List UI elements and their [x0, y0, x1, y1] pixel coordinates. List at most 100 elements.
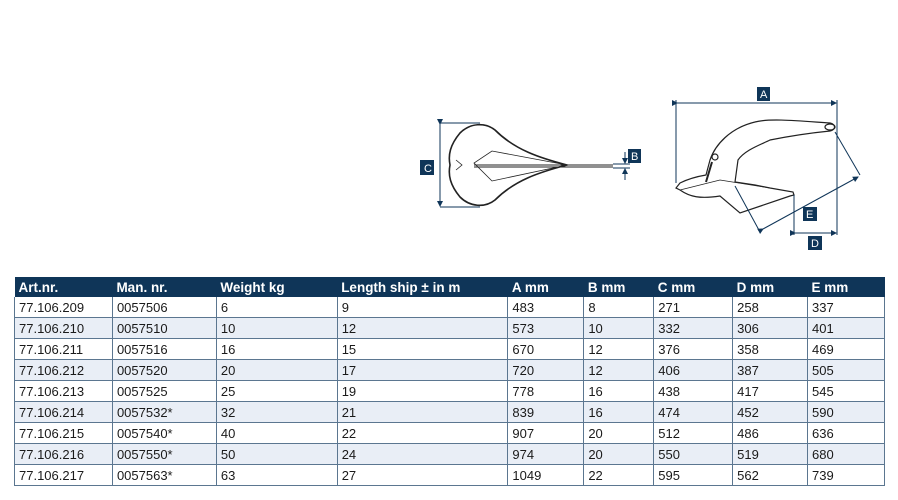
table-cell: 20	[583, 443, 655, 465]
table-cell: 778	[507, 380, 585, 402]
table-cell: 519	[732, 443, 809, 465]
table-cell: 0057563*	[111, 464, 217, 486]
table-cell: 22	[583, 464, 655, 486]
table-cell: 10	[215, 317, 338, 339]
label-c: C	[424, 163, 432, 175]
column-header: C mm	[653, 277, 733, 297]
table-row: 77.106.214 0057532* 32 21 839 16 474 452 590	[14, 401, 885, 423]
table-cell: 739	[807, 464, 885, 486]
table-cell: 271	[653, 297, 734, 318]
table-cell: 0057520	[111, 359, 217, 381]
table-cell: 401	[807, 317, 885, 339]
table-cell: 17	[336, 359, 509, 381]
table-cell: 550	[653, 443, 734, 465]
table-row: 77.106.216 0057550* 50 24 974 20 550 519 680	[14, 443, 885, 465]
table-cell: 19	[336, 380, 509, 402]
anchor-side-view	[675, 119, 836, 214]
table-cell: 595	[653, 464, 734, 486]
table-cell: 20	[215, 359, 338, 381]
column-header: B mm	[583, 277, 654, 297]
table-row: 77.106.209 0057506 6 9 483 8 271 258 337	[14, 297, 885, 318]
table-cell: 6	[215, 297, 338, 318]
table-cell: 0057532*	[111, 401, 217, 423]
table-cell: 974	[507, 443, 585, 465]
table-cell: 16	[215, 338, 338, 360]
label-e: E	[806, 209, 813, 221]
table-cell: 12	[583, 359, 655, 381]
column-header: E mm	[807, 277, 885, 297]
column-header: Weight kg	[216, 277, 338, 297]
table-cell: 474	[653, 401, 734, 423]
table-cell: 562	[732, 464, 809, 486]
table-cell: 27	[336, 464, 509, 486]
table-cell: 77.106.213	[14, 380, 113, 402]
table-cell: 21	[336, 401, 509, 423]
table-cell: 417	[732, 380, 809, 402]
table-cell: 40	[215, 422, 338, 444]
table-cell: 438	[653, 380, 734, 402]
table-cell: 10	[583, 317, 655, 339]
table-cell: 907	[507, 422, 585, 444]
table-header: Art.nr. Man. nr. Weight kg Length ship ± in…	[14, 277, 885, 297]
table-row: 77.106.217 0057563* 63 27 1049 22 595 562 739	[14, 464, 885, 486]
label-d: D	[811, 238, 819, 250]
dimension-e	[734, 131, 861, 235]
table-cell: 15	[336, 338, 509, 360]
table-cell: 670	[507, 338, 585, 360]
table-cell: 332	[653, 317, 734, 339]
anchor-spec-table: Art.nr. Man. nr. Weight kg Length ship ± in…	[14, 277, 885, 486]
dimension-b	[613, 152, 630, 180]
table-cell: 512	[653, 422, 734, 444]
table-cell: 505	[807, 359, 885, 381]
anchor-top-view	[448, 123, 613, 207]
anchor-dimension-drawings: C B A E D	[420, 87, 861, 250]
table-cell: 16	[583, 401, 655, 423]
table-row: 77.106.213 0057525 25 19 778 16 438 417 545	[14, 380, 885, 402]
column-header: A mm	[507, 277, 584, 297]
table-cell: 0057540*	[111, 422, 217, 444]
table-cell: 486	[732, 422, 809, 444]
table-cell: 9	[336, 297, 509, 318]
table-row: 77.106.212 0057520 20 17 720 12 406 387 505	[14, 359, 885, 381]
column-header: Man. nr.	[112, 277, 217, 297]
table-cell: 50	[215, 443, 338, 465]
table-cell: 452	[732, 401, 809, 423]
table-cell: 406	[653, 359, 734, 381]
table-cell: 0057506	[111, 297, 217, 318]
table-cell: 0057516	[111, 338, 217, 360]
table-cell: 25	[215, 380, 338, 402]
table-cell: 469	[807, 338, 885, 360]
table-cell: 720	[507, 359, 585, 381]
dimension-c	[437, 119, 480, 208]
table-cell: 77.106.211	[14, 338, 113, 360]
table-cell: 387	[732, 359, 809, 381]
table-cell: 20	[583, 422, 655, 444]
table-cell: 636	[807, 422, 885, 444]
table-row: 77.106.210 0057510 10 12 573 10 332 306 401	[14, 317, 885, 339]
table-cell: 22	[336, 422, 509, 444]
table-cell: 358	[732, 338, 809, 360]
table-cell: 77.106.217	[14, 464, 113, 486]
table-cell: 77.106.209	[14, 297, 113, 318]
table-cell: 0057510	[111, 317, 217, 339]
table-cell: 306	[732, 317, 809, 339]
table-row: 77.106.211 0057516 16 15 670 12 376 358 469	[14, 338, 885, 360]
table-cell: 77.106.215	[14, 422, 113, 444]
table-cell: 8	[583, 297, 655, 318]
table-cell: 32	[215, 401, 338, 423]
table-row: 77.106.215 0057540* 40 22 907 20 512 486 636	[14, 422, 885, 444]
table-cell: 77.106.214	[14, 401, 113, 423]
table-cell: 258	[732, 297, 809, 318]
column-header: D mm	[732, 277, 808, 297]
dimension-d	[790, 195, 837, 236]
table-cell: 1049	[507, 464, 585, 486]
table-cell: 0057550*	[111, 443, 217, 465]
table-cell: 376	[653, 338, 734, 360]
table-cell: 77.106.210	[14, 317, 113, 339]
label-a: A	[760, 89, 768, 101]
table-cell: 12	[336, 317, 509, 339]
table-cell: 63	[215, 464, 338, 486]
table-cell: 24	[336, 443, 509, 465]
table-cell: 839	[507, 401, 585, 423]
column-header: Length ship ± in m	[337, 277, 508, 297]
